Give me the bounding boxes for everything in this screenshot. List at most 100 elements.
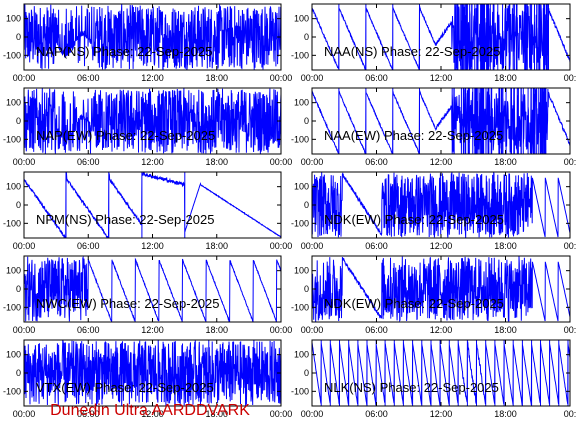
phase-trace	[312, 4, 570, 70]
x-tick-label: 00:	[564, 409, 576, 419]
panel-title: NAP(NS) Phase: 22-Sep-2025	[36, 44, 212, 59]
phase-panel-7: 100 0 -100 00:00 06:00 12:00 18:00 00:00 NWC(EW)…	[3, 255, 293, 335]
x-tick-label: 06:00	[365, 409, 388, 419]
x-tick-label: 06:00	[77, 409, 100, 419]
y-tick-label: 0	[304, 200, 309, 210]
y-tick-label: 100	[294, 182, 309, 192]
phase-trace	[24, 256, 281, 322]
x-tick-label: 12:00	[141, 73, 164, 83]
y-tick-label: -100	[291, 134, 309, 144]
x-tick-label: 06:00	[365, 241, 388, 251]
x-tick-label: 18:00	[205, 241, 228, 251]
phase-trace	[312, 256, 570, 322]
phase-panel-8: 100 0 -100 00:00 06:00 12:00 18:00 00: NDK(EW) P…	[291, 255, 576, 335]
x-tick-label: 12:00	[430, 241, 453, 251]
panel-title: VTX(EW) Phase: 22-Sep-2025	[36, 380, 214, 395]
x-tick-label: 06:00	[365, 73, 388, 83]
x-tick-label: 12:00	[430, 325, 453, 335]
y-tick-label: -100	[3, 50, 21, 60]
x-tick-label: 12:00	[141, 241, 164, 251]
x-tick-label: 12:00	[430, 409, 453, 419]
phase-trace	[24, 4, 281, 70]
phase-panel-10: 100 0 -100 00:00 06:00 12:00 18:00 00: NLK(NS) P…	[291, 339, 576, 419]
phase-trace	[312, 340, 570, 406]
y-tick-label: 0	[16, 116, 21, 126]
y-tick-label: 0	[16, 32, 21, 42]
y-tick-label: 0	[304, 32, 309, 42]
x-tick-label: 18:00	[205, 325, 228, 335]
y-tick-label: 100	[6, 182, 21, 192]
y-tick-label: 100	[6, 14, 21, 24]
x-tick-label: 18:00	[205, 409, 228, 419]
panel-title: NDK(EW) Phase: 22-Sep-2025	[324, 296, 504, 311]
y-tick-label: -100	[3, 134, 21, 144]
y-tick-label: 100	[6, 266, 21, 276]
y-tick-label: 100	[6, 350, 21, 360]
x-tick-label: 18:00	[494, 157, 517, 167]
x-tick-label: 00:00	[270, 241, 293, 251]
y-tick-label: -100	[3, 302, 21, 312]
x-tick-label: 18:00	[494, 241, 517, 251]
x-tick-label: 18:00	[494, 325, 517, 335]
phase-panel-5: 100 0 -100 00:00 06:00 12:00 18:00 00:00 NPM(NS)…	[3, 171, 293, 251]
x-tick-label: 00:00	[301, 409, 324, 419]
phase-panel-6: 100 0 -100 00:00 06:00 12:00 18:00 00: NDK(EW) P…	[291, 171, 576, 251]
phase-panel-9: 100 0 -100 00:00 06:00 12:00 18:00 00:00 VTX(EW)…	[3, 339, 293, 419]
x-tick-label: 18:00	[494, 409, 517, 419]
phase-trace	[24, 340, 281, 406]
x-tick-label: 00:	[564, 325, 576, 335]
phase-trace	[312, 172, 570, 238]
y-tick-label: 100	[294, 98, 309, 108]
x-tick-label: 00:	[564, 157, 576, 167]
x-tick-label: 00:00	[270, 325, 293, 335]
y-tick-label: -100	[291, 386, 309, 396]
y-tick-label: 0	[16, 200, 21, 210]
y-tick-label: 0	[16, 284, 21, 294]
panel-title: NAA(EW) Phase: 22-Sep-2025	[324, 128, 503, 143]
x-tick-label: 06:00	[77, 325, 100, 335]
x-tick-label: 00:00	[270, 157, 293, 167]
y-tick-label: 100	[294, 14, 309, 24]
x-tick-label: 06:00	[77, 241, 100, 251]
x-tick-label: 00:00	[270, 409, 293, 419]
phase-trace	[24, 172, 281, 238]
y-tick-label: 100	[294, 350, 309, 360]
y-tick-label: 100	[6, 98, 21, 108]
x-tick-label: 00:	[564, 73, 576, 83]
x-tick-label: 12:00	[430, 73, 453, 83]
panel-title: NAP(EW) Phase: 22-Sep-2025	[36, 128, 215, 143]
phase-panel-2: 100 0 -100 00:00 06:00 12:00 18:00 00: NAA(NS) P…	[291, 3, 576, 83]
y-tick-label: 0	[304, 368, 309, 378]
phase-panel-4: 100 0 -100 00:00 06:00 12:00 18:00 00: NAA(EW) P…	[291, 87, 576, 167]
x-tick-label: 12:00	[141, 409, 164, 419]
x-tick-label: 00:	[564, 241, 576, 251]
panel-title: NPM(NS) Phase: 22-Sep-2025	[36, 212, 214, 227]
phase-trace	[312, 88, 570, 154]
y-tick-label: -100	[3, 218, 21, 228]
x-tick-label: 00:00	[301, 157, 324, 167]
footer-label: Dunedin Ultra AARDDVARK	[50, 402, 250, 419]
panel-title: NWC(EW) Phase: 22-Sep-2025	[36, 296, 220, 311]
x-tick-label: 00:00	[270, 73, 293, 83]
x-tick-label: 00:00	[13, 325, 36, 335]
phase-trace	[24, 88, 281, 154]
x-tick-label: 18:00	[205, 73, 228, 83]
x-tick-label: 06:00	[77, 73, 100, 83]
panel-title: NAA(NS) Phase: 22-Sep-2025	[324, 44, 500, 59]
x-tick-label: 00:00	[301, 325, 324, 335]
x-tick-label: 00:00	[13, 157, 36, 167]
x-tick-label: 12:00	[141, 157, 164, 167]
x-tick-label: 00:00	[13, 73, 36, 83]
x-tick-label: 18:00	[205, 157, 228, 167]
y-tick-label: 0	[304, 116, 309, 126]
y-tick-label: 100	[294, 266, 309, 276]
phase-panel-1: 100 0 -100 00:00 06:00 12:00 18:00 00:00 NAP(NS)…	[3, 3, 293, 83]
x-tick-label: 06:00	[365, 325, 388, 335]
phase-panel-3: 100 0 -100 00:00 06:00 12:00 18:00 00:00 NAP(EW)…	[3, 87, 293, 167]
y-tick-label: 0	[16, 368, 21, 378]
panel-title: NLK(NS) Phase: 22-Sep-2025	[324, 380, 499, 395]
x-tick-label: 06:00	[365, 157, 388, 167]
x-tick-label: 00:00	[13, 409, 36, 419]
x-tick-label: 06:00	[77, 157, 100, 167]
